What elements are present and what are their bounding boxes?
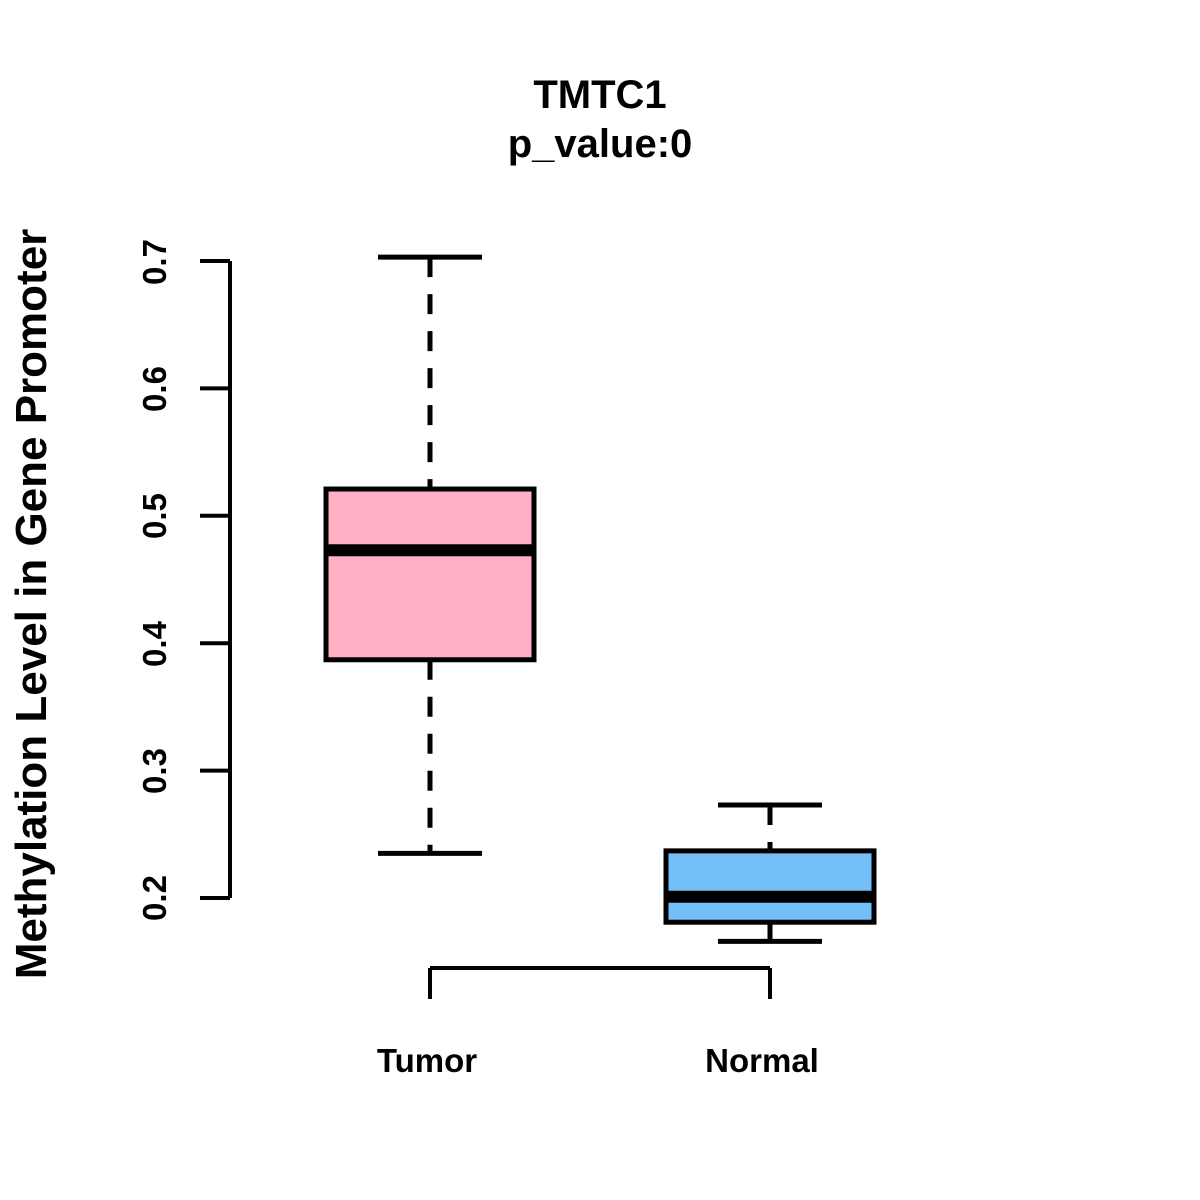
- y-tick-label: 0.6: [136, 366, 173, 412]
- y-axis-label: Methylation Level in Gene Promoter: [7, 229, 56, 980]
- y-tick-label: 0.2: [136, 875, 173, 921]
- boxplot-geometry: [200, 254, 877, 999]
- iqr-box-normal: [663, 848, 877, 925]
- y-tick-label: 0.7: [136, 239, 173, 285]
- chart-title: TMTC1: [533, 73, 666, 117]
- y-tick-label: 0.3: [136, 748, 173, 794]
- chart-subtitle: p_value:0: [508, 122, 693, 166]
- iqr-box-tumor: [323, 486, 537, 663]
- x-label-normal: Normal: [705, 1042, 819, 1079]
- y-tick-label: 0.5: [136, 493, 173, 539]
- y-tick-label: 0.4: [136, 620, 173, 667]
- x-label-tumor: Tumor: [377, 1042, 477, 1079]
